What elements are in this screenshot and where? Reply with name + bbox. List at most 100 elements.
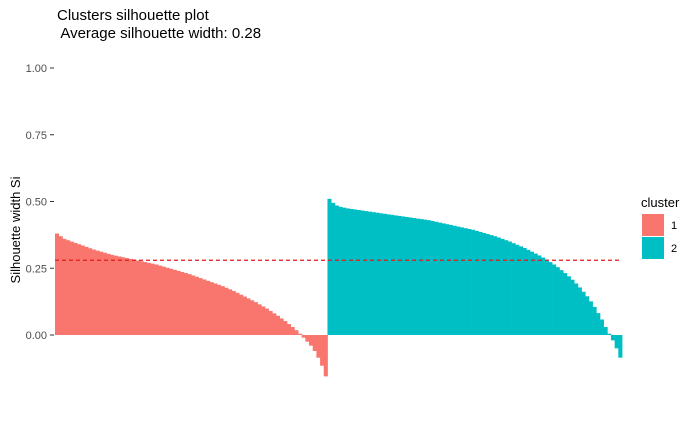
bar-cluster-1 xyxy=(194,276,199,335)
bar-cluster-1 xyxy=(124,258,130,335)
bar-cluster-1 xyxy=(275,315,280,335)
bar-cluster-1 xyxy=(58,236,63,335)
bar-cluster-2 xyxy=(467,229,472,335)
bar-cluster-1 xyxy=(102,252,107,335)
legend-swatch-1 xyxy=(642,214,664,236)
bar-cluster-1 xyxy=(305,335,310,342)
bar-cluster-1 xyxy=(220,286,225,335)
legend-label-1: 1 xyxy=(671,220,677,232)
y-tick-label: 1.00 xyxy=(26,63,47,75)
bar-cluster-2 xyxy=(610,335,616,341)
bar-cluster-1 xyxy=(261,306,266,335)
bar-cluster-2 xyxy=(566,276,571,335)
bar-cluster-1 xyxy=(309,335,314,346)
bar-cluster-2 xyxy=(504,240,509,335)
bar-cluster-2 xyxy=(559,270,564,335)
bar-cluster-2 xyxy=(592,306,597,335)
bar-cluster-2 xyxy=(415,218,420,335)
bar-cluster-2 xyxy=(393,215,398,335)
bar-cluster-1 xyxy=(235,292,240,335)
bar-cluster-1 xyxy=(279,318,284,335)
bar-cluster-2 xyxy=(430,220,435,335)
bar-cluster-2 xyxy=(489,235,494,335)
chart-title: Clusters silhouette plot xyxy=(57,7,209,24)
bar-cluster-2 xyxy=(603,326,608,335)
bar-cluster-2 xyxy=(500,238,505,335)
bar-cluster-2 xyxy=(401,216,406,335)
bar-cluster-1 xyxy=(316,335,321,358)
bar-cluster-1 xyxy=(143,262,148,335)
bar-cluster-1 xyxy=(80,245,85,335)
bar-cluster-2 xyxy=(452,225,457,335)
bar-cluster-1 xyxy=(73,242,78,335)
bar-cluster-2 xyxy=(356,210,361,335)
y-tick-label: 0.25 xyxy=(26,263,47,275)
bar-cluster-1 xyxy=(264,308,269,335)
bar-cluster-2 xyxy=(511,243,516,335)
bar-cluster-2 xyxy=(478,231,483,335)
bar-cluster-2 xyxy=(448,225,454,335)
bar-cluster-2 xyxy=(423,219,428,335)
bar-cluster-2 xyxy=(493,236,498,335)
bar-cluster-1 xyxy=(228,289,233,335)
bar-cluster-1 xyxy=(239,294,244,335)
bar-cluster-1 xyxy=(202,279,207,335)
bar-cluster-1 xyxy=(224,287,229,335)
bar-cluster-1 xyxy=(69,241,74,335)
bar-cluster-2 xyxy=(518,246,523,335)
y-tick-label: 0.75 xyxy=(26,130,47,142)
bar-cluster-1 xyxy=(268,310,273,335)
bar-cluster-2 xyxy=(482,233,487,335)
bar-cluster-2 xyxy=(379,213,384,335)
bar-cluster-2 xyxy=(544,259,549,335)
bar-cluster-1 xyxy=(161,266,166,335)
bar-cluster-1 xyxy=(158,265,163,335)
bar-cluster-1 xyxy=(136,260,141,335)
bar-cluster-1 xyxy=(320,335,325,366)
bar-cluster-1 xyxy=(113,255,118,335)
bar-cluster-2 xyxy=(434,221,439,335)
bar-cluster-1 xyxy=(176,270,181,335)
bar-cluster-1 xyxy=(183,273,188,335)
bar-cluster-2 xyxy=(426,220,431,335)
bar-cluster-2 xyxy=(581,291,586,335)
bar-cluster-1 xyxy=(301,335,306,338)
bar-cluster-1 xyxy=(172,269,177,335)
bar-cluster-1 xyxy=(294,330,299,335)
bar-cluster-1 xyxy=(283,321,288,335)
bar-cluster-2 xyxy=(441,223,446,335)
legend-label-2: 2 xyxy=(671,243,677,255)
bar-cluster-1 xyxy=(88,248,93,335)
bar-cluster-2 xyxy=(463,228,468,335)
legend-title: cluster xyxy=(641,195,680,210)
bar-cluster-2 xyxy=(585,296,590,335)
bar-cluster-1 xyxy=(169,268,174,335)
bar-cluster-1 xyxy=(132,259,137,335)
bar-cluster-1 xyxy=(253,302,258,335)
bar-cluster-2 xyxy=(599,319,604,335)
bar-cluster-2 xyxy=(334,205,339,335)
bar-cluster-1 xyxy=(191,275,196,335)
bar-cluster-2 xyxy=(588,301,593,335)
bar-cluster-2 xyxy=(515,244,520,335)
bar-cluster-1 xyxy=(165,267,170,335)
bar-cluster-2 xyxy=(552,264,557,335)
y-tick-label: 0.00 xyxy=(26,330,47,342)
bar-cluster-2 xyxy=(596,313,601,335)
bar-cluster-2 xyxy=(338,206,343,335)
bar-cluster-1 xyxy=(147,262,152,335)
bar-cluster-1 xyxy=(117,256,122,335)
bar-cluster-2 xyxy=(555,267,560,335)
bar-cluster-1 xyxy=(298,333,303,335)
bar-cluster-2 xyxy=(408,217,413,335)
bar-cluster-2 xyxy=(471,229,476,335)
bar-cluster-1 xyxy=(55,233,60,335)
bar-cluster-1 xyxy=(312,335,317,352)
bar-cluster-2 xyxy=(364,211,369,335)
bar-cluster-2 xyxy=(496,237,501,335)
bar-cluster-2 xyxy=(563,273,568,335)
bar-cluster-2 xyxy=(331,202,336,335)
bar-cluster-2 xyxy=(460,227,465,335)
bar-cluster-1 xyxy=(91,249,96,335)
